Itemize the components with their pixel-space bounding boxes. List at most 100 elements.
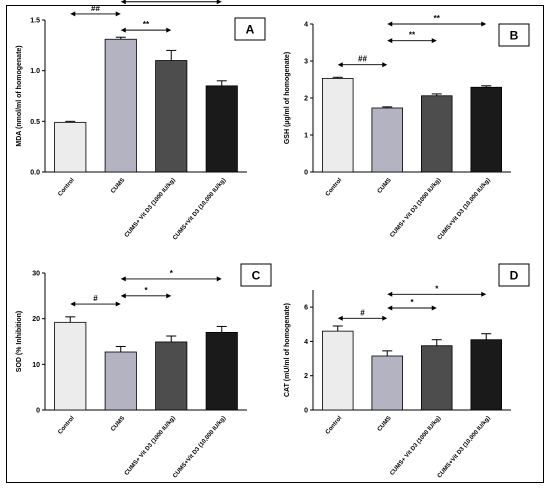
category-label: CUMS+Vit D3 (10,000 IU/kg) [172,415,227,479]
panel-d: 0 2 4 6 CAT (mU/ml of homogenate) Control CUMS… [284,263,530,479]
significance-label: ** [168,0,175,1]
panel-letter-box [234,17,266,41]
category-label: Control [57,415,76,435]
y-tick-label: 0.0 [30,170,40,177]
arrowhead-left [387,21,393,27]
y-axis-label: GSH (µg/ml of homogenate) [284,52,291,144]
y-tick-label: 1.5 [30,18,40,25]
bar [155,60,188,173]
arrowhead-left [120,0,126,5]
y-tick-label: 20 [32,316,40,323]
arrowhead-right [216,276,222,282]
four-panel-bar-chart: 0.0 0.5 1.0 1.5 MDA (nmol/ml of homogenate) C… [16,0,530,479]
bar [322,77,354,173]
y-axis-label: CAT (mU/ml of homogenate) [284,303,291,397]
y-axis-label: SOD (% Inhibition) [16,311,23,372]
y-tick-label: 1 [304,133,308,140]
panel-letter: C [252,269,261,283]
panel-letter-box [498,23,530,47]
significance-label: * [435,284,439,293]
arrowhead-left [120,276,126,282]
arrowhead-left [70,11,76,17]
category-label: CUMS [377,177,393,194]
bar [104,38,137,173]
arrowhead-right [166,293,172,299]
significance-label: * [170,269,174,278]
significance-label: ** [409,31,416,40]
bar [421,95,453,173]
bar [322,330,354,411]
panel-letter-box [498,263,530,287]
significance-label: # [360,308,365,317]
category-label: CUMS [110,415,126,432]
bar [470,339,502,411]
category-label: Control [325,177,344,197]
panel-letter: B [510,29,519,43]
significance-label: ## [91,4,100,13]
arrowhead-left [387,291,393,297]
y-axis-label: MDA (nmol/ml of homogenate) [16,45,23,146]
y-tick-label: 4 [304,339,308,346]
arrowhead-right [166,27,172,33]
arrowhead-left [120,293,126,299]
y-tick-label: 0 [36,408,40,415]
significance-label: ## [358,55,367,64]
category-label: CUMS+Vit D3 (10,000 IU/kg) [172,177,227,241]
bar [470,86,502,173]
arrowhead-left [70,301,76,307]
arrowhead-left [337,315,343,321]
category-label: CUMS [110,177,126,194]
category-label: CUMS+ Vit D3 (1000 IU/kg) [389,415,442,476]
bar [205,331,238,411]
arrowhead-left [387,38,393,44]
figure-frame: 0.0 0.5 1.0 1.5 MDA (nmol/ml of homogenate) C… [6,0,544,483]
y-tick-label: 6 [304,305,308,312]
category-label: CUMS+ Vit D3 (1000 IU/kg) [124,177,177,238]
significance-label: * [144,286,148,295]
arrowhead-right [382,62,388,68]
significance-label: * [410,298,414,307]
arrowhead-right [216,0,222,5]
arrowhead-right [431,38,437,44]
arrowhead-right [115,11,121,17]
arrowhead-left [337,62,343,68]
y-tick-label: 4 [304,22,308,29]
bar [371,355,403,411]
arrowhead-right [382,315,388,321]
category-label: CUMS+ Vit D3 (1000 IU/kg) [389,177,442,238]
category-label: CUMS+Vit D3 (10,000 IU/kg) [437,415,492,479]
y-tick-label: 1.0 [30,68,40,75]
panel-a: 0.0 0.5 1.0 1.5 MDA (nmol/ml of homogenate) C… [16,0,266,241]
bar [104,351,137,411]
bar [54,121,87,173]
bar [54,321,87,411]
bar [155,341,188,411]
panel-b: 0 1 2 3 4 GSH (µg/ml of homogenate) Control CUM… [284,14,530,241]
y-tick-label: 2 [304,373,308,380]
category-label: CUMS+Vit D3 (10,000 IU/kg) [437,177,492,241]
significance-label: ** [143,20,150,29]
y-tick-label: 0 [304,408,308,415]
bar [371,107,403,173]
panel-letter-box [240,263,272,287]
arrowhead-left [387,305,393,311]
y-tick-label: 30 [32,271,40,278]
bar [421,345,453,411]
category-label: CUMS+ Vit D3 (1000 IU/kg) [124,415,177,476]
arrowhead-right [115,301,121,307]
y-tick-label: 0 [304,170,308,177]
arrowhead-right [431,305,437,311]
y-tick-label: 2 [304,96,308,103]
category-label: Control [325,415,344,435]
y-tick-label: 0.5 [30,119,40,126]
panel-letter: A [246,23,255,37]
arrowhead-right [481,291,487,297]
significance-label: # [93,294,98,303]
category-label: CUMS [377,415,393,432]
arrowhead-left [120,27,126,33]
y-tick-label: 10 [32,362,40,369]
panel-letter: D [510,269,519,283]
arrowhead-right [481,21,487,27]
significance-label: ** [434,14,441,23]
